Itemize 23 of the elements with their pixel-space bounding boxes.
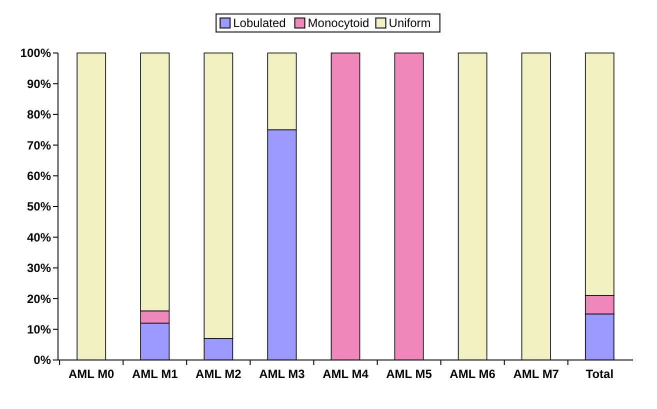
x-tick-label: AML M1	[132, 367, 178, 381]
x-tick-label: AML M3	[259, 367, 306, 381]
x-tick-label: AML M2	[196, 367, 242, 381]
x-tick-label: Total	[586, 367, 614, 381]
y-tick-label: 100%	[20, 46, 52, 60]
legend-label: Monocytoid	[308, 16, 370, 30]
legend-label: Lobulated	[233, 16, 286, 30]
y-tick-label: 90%	[26, 76, 52, 91]
y-tick-label: 0%	[34, 353, 52, 368]
y-tick-label: 10%	[26, 322, 52, 336]
y-tick-label: 60%	[26, 169, 52, 183]
y-tick-label: 30%	[26, 261, 52, 276]
x-tick-label: AML M5	[386, 367, 432, 381]
y-tick-label: 20%	[26, 292, 52, 306]
x-tick-label: AML M0	[68, 367, 115, 381]
x-tick-label: AML M7	[513, 367, 560, 381]
y-tick-label: 50%	[26, 200, 52, 214]
legend-label: Uniform	[388, 16, 431, 30]
y-tick-label: 70%	[26, 138, 52, 152]
y-tick-label: 80%	[26, 108, 52, 122]
x-tick-label: AML M6	[450, 367, 496, 381]
x-tick-label: AML M4	[322, 367, 369, 381]
y-tick-label: 40%	[26, 230, 52, 244]
